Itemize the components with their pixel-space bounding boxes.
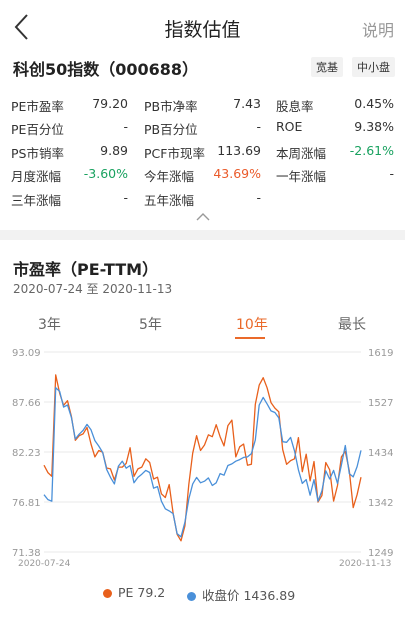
metric-label: 股息率 xyxy=(276,99,314,114)
index-name: 科创50指数（000688） xyxy=(13,60,199,79)
metric-value: 43.69% xyxy=(213,166,261,182)
metric-cell: ROE 9.38% xyxy=(276,119,394,139)
metrics-row: 月度涨幅 -3.60% 今年涨幅 43.69% 一年涨幅 - xyxy=(11,166,395,189)
y-left-tick-label: 71.38 xyxy=(12,548,41,559)
index-header: 科创50指数（000688） 宽基 中小盘 xyxy=(13,56,395,79)
section-divider xyxy=(0,230,405,240)
x-tick-label: 2020-07-24 xyxy=(18,559,71,569)
metric-value: - xyxy=(389,166,394,182)
metric-label: PE百分位 xyxy=(11,122,64,138)
chart-legend: PE 79.2 收盘价 1436.89 xyxy=(0,585,405,605)
legend-close-label: 收盘价 1436.89 xyxy=(202,588,296,603)
metrics-row: PE百分位 - PB百分位 - ROE 9.38% xyxy=(11,119,395,142)
metric-cell: 月度涨幅 -3.60% xyxy=(11,166,128,186)
tag-small-mid-cap[interactable]: 中小盘 xyxy=(352,57,395,77)
metric-label: 今年涨幅 xyxy=(144,169,195,185)
metric-value: 0.45% xyxy=(354,96,394,111)
metric-label: PS市销率 xyxy=(11,145,64,161)
tab-3y[interactable]: 3年 xyxy=(38,317,61,333)
y-right-tick-label: 1249 xyxy=(368,548,393,559)
metric-label: 一年涨幅 xyxy=(276,169,327,185)
legend-pe[interactable]: PE 79.2 xyxy=(103,585,165,600)
tab-10y[interactable]: 10年 xyxy=(236,317,268,333)
back-arrow-icon[interactable] xyxy=(10,12,34,42)
active-tab-indicator xyxy=(235,337,265,339)
metrics-row: PS市销率 9.89 PCF市现率 113.69 本周涨幅 -2.61% xyxy=(11,143,395,166)
metric-cell: PCF市现率 113.69 xyxy=(144,143,261,163)
y-left-tick-label: 82.23 xyxy=(12,448,41,459)
metrics-row: 三年涨幅 - 五年涨幅 - xyxy=(11,190,395,213)
metric-label: PE市盈率 xyxy=(11,99,64,114)
help-button[interactable]: 说明 xyxy=(361,21,394,40)
metric-label: PB市净率 xyxy=(144,99,198,114)
metric-label: PCF市现率 xyxy=(144,145,205,161)
metric-label: 五年涨幅 xyxy=(144,192,195,208)
metric-value: 113.69 xyxy=(217,142,261,158)
y-right-tick-label: 1527 xyxy=(368,398,393,409)
metric-label: ROE xyxy=(276,119,303,135)
x-tick-label: 2020-11-13 xyxy=(339,559,391,569)
pe-legend-dot xyxy=(103,589,112,598)
y-right-tick-label: 1619 xyxy=(368,348,393,359)
page-title: 指数估值 xyxy=(164,19,241,41)
metric-cell: PE市盈率 79.20 xyxy=(11,96,128,116)
tab-5y[interactable]: 5年 xyxy=(139,317,162,333)
date-range: 2020-07-24 至 2020-11-13 xyxy=(13,282,173,296)
metric-value: 9.89 xyxy=(100,142,128,158)
collapse-chevron-icon[interactable] xyxy=(195,213,211,221)
metric-value: 79.20 xyxy=(92,96,128,111)
metric-value: - xyxy=(123,119,128,135)
y-left-tick-label: 87.66 xyxy=(12,398,41,409)
metric-value: - xyxy=(123,189,128,205)
metric-cell: 三年涨幅 - xyxy=(11,190,128,210)
tab-max[interactable]: 最长 xyxy=(338,317,366,333)
tag-broad-based[interactable]: 宽基 xyxy=(311,57,343,77)
y-left-tick-label: 93.09 xyxy=(12,348,41,359)
metric-value: - xyxy=(256,119,261,135)
section-title: 市盈率（PE-TTM） xyxy=(13,260,159,279)
close-price-series-line xyxy=(43,387,362,538)
metric-cell: 五年涨幅 - xyxy=(144,190,261,210)
metric-cell: PE百分位 - xyxy=(11,119,128,139)
metric-value: -3.60% xyxy=(83,166,128,182)
y-right-tick-label: 1342 xyxy=(368,498,393,509)
top-bar: 指数估值 说明 xyxy=(0,0,405,54)
metric-cell: PS市销率 9.89 xyxy=(11,143,128,163)
legend-close[interactable]: 收盘价 1436.89 xyxy=(187,585,295,604)
y-right-tick-label: 1434 xyxy=(368,448,393,459)
metrics-row: PE市盈率 79.20 PB市净率 7.43 股息率 0.45% xyxy=(11,96,395,119)
pe-chart[interactable]: 93.09 1619 87.66 1527 82.23 1434 76.81 1342 71.3… xyxy=(0,340,405,576)
metric-cell: PB市净率 7.43 xyxy=(144,96,261,116)
pe-series-line xyxy=(43,374,362,542)
metric-cell: 本周涨幅 -2.61% xyxy=(276,143,394,163)
metric-cell: 一年涨幅 - xyxy=(276,166,394,186)
metric-label: 本周涨幅 xyxy=(276,145,327,161)
metric-label: 三年涨幅 xyxy=(11,192,62,208)
metric-cell: 股息率 0.45% xyxy=(276,96,394,116)
metric-label: PB百分位 xyxy=(144,122,198,138)
metric-value: -2.61% xyxy=(349,142,394,158)
close-legend-dot xyxy=(187,592,196,601)
y-left-tick-label: 76.81 xyxy=(12,498,41,509)
metric-value: - xyxy=(256,189,261,205)
period-tabs: 3年 5年 10年 最长 xyxy=(0,314,405,344)
legend-pe-label: PE 79.2 xyxy=(118,585,166,600)
metric-cell: 今年涨幅 43.69% xyxy=(144,166,261,186)
metrics-grid: PE市盈率 79.20 PB市净率 7.43 股息率 0.45% PE百分位 - PB百分位 - R… xyxy=(11,96,395,213)
metric-label: 月度涨幅 xyxy=(11,169,62,185)
metric-value: 9.38% xyxy=(354,119,394,135)
metric-value: 7.43 xyxy=(233,96,261,111)
metric-cell: PB百分位 - xyxy=(144,119,261,139)
